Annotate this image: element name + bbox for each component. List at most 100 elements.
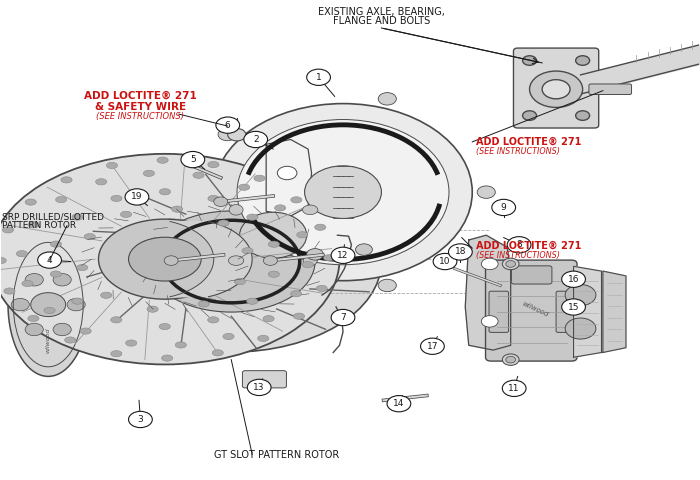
Circle shape xyxy=(216,117,239,133)
Text: 7: 7 xyxy=(340,313,346,322)
Text: 1: 1 xyxy=(316,73,321,82)
Text: EXISTING AXLE, BEARING,: EXISTING AXLE, BEARING, xyxy=(318,8,445,17)
Ellipse shape xyxy=(84,234,95,240)
Text: 11: 11 xyxy=(508,384,520,393)
Circle shape xyxy=(304,166,382,218)
FancyBboxPatch shape xyxy=(489,291,509,332)
FancyBboxPatch shape xyxy=(512,266,552,284)
Ellipse shape xyxy=(268,271,279,277)
Ellipse shape xyxy=(147,306,158,312)
Circle shape xyxy=(277,166,297,180)
Text: GT SLOT PATTERN ROTOR: GT SLOT PATTERN ROTOR xyxy=(214,450,340,460)
Ellipse shape xyxy=(148,211,315,312)
Circle shape xyxy=(482,316,498,327)
Ellipse shape xyxy=(25,199,36,205)
Text: ADD LOCTITE® 271: ADD LOCTITE® 271 xyxy=(84,91,197,101)
Circle shape xyxy=(508,237,531,253)
Ellipse shape xyxy=(50,241,62,247)
Circle shape xyxy=(31,293,66,317)
Circle shape xyxy=(565,318,596,339)
Ellipse shape xyxy=(239,184,250,191)
Circle shape xyxy=(307,69,330,85)
Ellipse shape xyxy=(99,219,231,299)
Ellipse shape xyxy=(198,301,209,307)
Text: 5: 5 xyxy=(190,155,196,164)
Circle shape xyxy=(542,80,570,99)
Circle shape xyxy=(67,299,85,311)
Ellipse shape xyxy=(290,290,302,297)
Circle shape xyxy=(529,71,582,108)
Text: FLANGE AND BOLTS: FLANGE AND BOLTS xyxy=(332,15,430,25)
Text: PATTERN ROTOR: PATTERN ROTOR xyxy=(2,221,76,230)
Ellipse shape xyxy=(162,355,173,361)
Circle shape xyxy=(506,261,516,267)
Text: 19: 19 xyxy=(131,192,143,202)
Ellipse shape xyxy=(8,233,88,376)
Circle shape xyxy=(561,271,585,288)
Circle shape xyxy=(378,93,396,105)
Circle shape xyxy=(196,182,350,288)
Text: 3: 3 xyxy=(137,415,144,424)
Ellipse shape xyxy=(61,177,72,183)
Circle shape xyxy=(25,323,43,336)
Text: 16: 16 xyxy=(568,275,580,284)
FancyBboxPatch shape xyxy=(589,84,631,95)
Circle shape xyxy=(503,354,519,365)
Circle shape xyxy=(561,299,585,315)
Text: (SEE INSTRUCTIONS): (SEE INSTRUCTIONS) xyxy=(476,251,559,260)
Circle shape xyxy=(492,199,516,216)
Circle shape xyxy=(523,56,536,65)
Text: 12: 12 xyxy=(337,251,349,260)
Circle shape xyxy=(503,380,526,396)
Ellipse shape xyxy=(228,256,244,265)
Text: 9: 9 xyxy=(500,203,507,212)
Text: ADD LOCTITE® 271: ADD LOCTITE® 271 xyxy=(476,137,581,147)
Circle shape xyxy=(575,56,589,65)
Ellipse shape xyxy=(2,227,13,233)
Text: 15: 15 xyxy=(568,302,580,312)
Text: (SEE INSTRUCTIONS): (SEE INSTRUCTIONS) xyxy=(97,112,184,121)
Ellipse shape xyxy=(172,206,183,212)
Ellipse shape xyxy=(44,307,55,313)
Ellipse shape xyxy=(157,157,168,163)
Polygon shape xyxy=(603,271,626,352)
Ellipse shape xyxy=(234,278,246,285)
Ellipse shape xyxy=(129,237,201,281)
Circle shape xyxy=(421,338,444,354)
Text: & SAFETY WIRE: & SAFETY WIRE xyxy=(95,102,186,112)
Ellipse shape xyxy=(208,195,219,202)
Ellipse shape xyxy=(80,328,91,334)
Ellipse shape xyxy=(218,220,229,226)
Ellipse shape xyxy=(263,315,274,322)
Circle shape xyxy=(449,244,472,260)
Circle shape xyxy=(565,285,596,306)
Circle shape xyxy=(523,111,536,120)
Ellipse shape xyxy=(302,262,314,268)
Circle shape xyxy=(477,186,496,198)
Ellipse shape xyxy=(111,195,122,202)
Circle shape xyxy=(575,111,589,120)
Ellipse shape xyxy=(50,271,62,277)
Polygon shape xyxy=(466,235,511,350)
Text: ADD LOCTITE® 271: ADD LOCTITE® 271 xyxy=(476,240,581,251)
Circle shape xyxy=(503,258,519,270)
Ellipse shape xyxy=(302,205,318,215)
FancyBboxPatch shape xyxy=(556,291,575,332)
Ellipse shape xyxy=(28,221,39,228)
Text: 2: 2 xyxy=(253,135,258,144)
Polygon shape xyxy=(170,222,252,297)
Ellipse shape xyxy=(16,251,27,257)
Text: 4: 4 xyxy=(47,256,52,264)
Circle shape xyxy=(307,249,323,260)
Ellipse shape xyxy=(101,292,112,299)
Text: 13: 13 xyxy=(253,383,265,392)
Ellipse shape xyxy=(297,232,308,238)
Ellipse shape xyxy=(106,162,118,168)
Circle shape xyxy=(53,274,71,286)
Ellipse shape xyxy=(268,241,279,247)
Ellipse shape xyxy=(223,334,234,339)
FancyBboxPatch shape xyxy=(242,371,286,388)
Ellipse shape xyxy=(76,264,88,271)
Ellipse shape xyxy=(258,336,269,341)
Circle shape xyxy=(482,258,498,270)
